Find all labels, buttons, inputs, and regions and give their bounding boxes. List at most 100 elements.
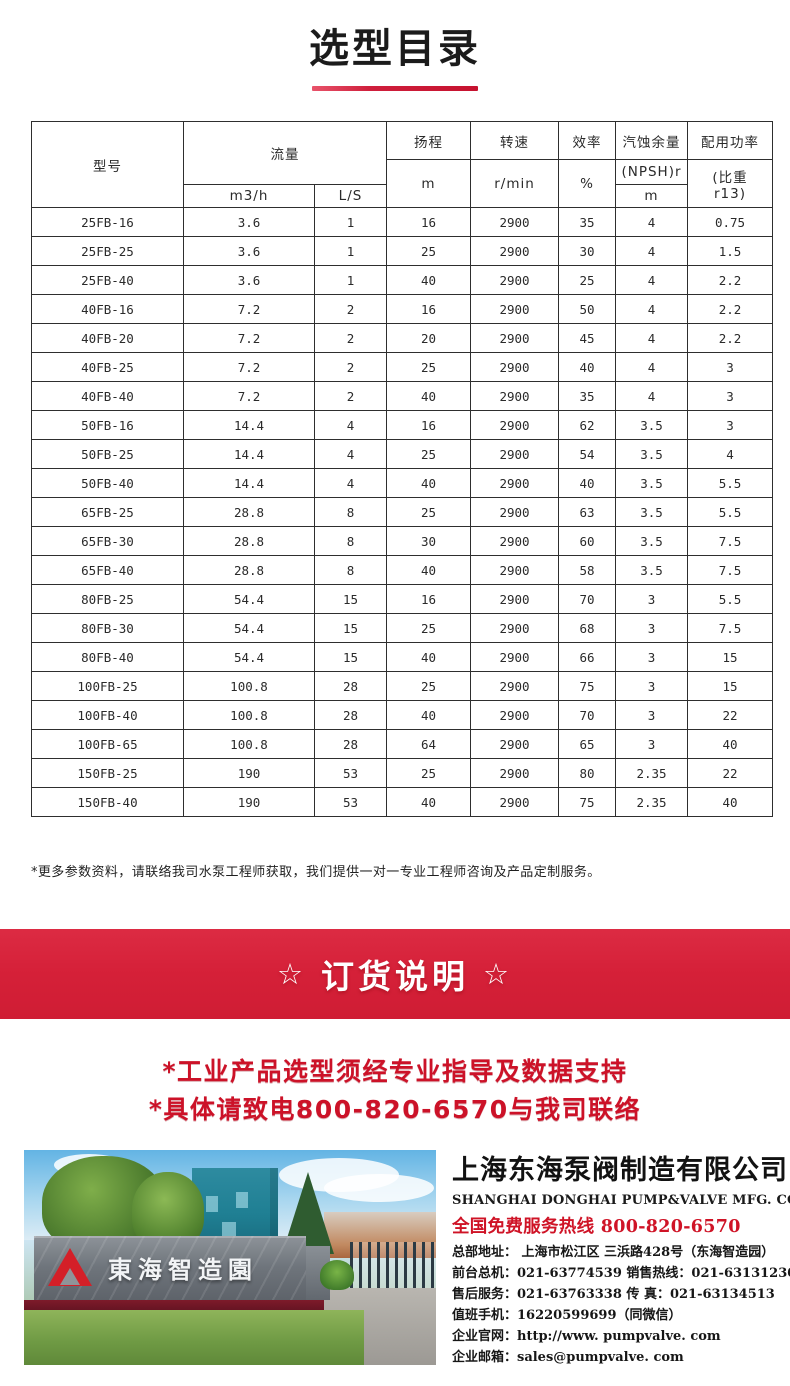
cell-efficiency: 80 (558, 758, 616, 788)
cell-efficiency: 75 (558, 671, 616, 701)
col-unit-speed: r/min (470, 159, 559, 208)
cell-model: 40FB-20 (31, 323, 184, 353)
window-icon (206, 1196, 218, 1212)
cell-power: 40 (687, 787, 773, 817)
cell-npsh: 4 (615, 381, 688, 411)
cell-flow-m3h: 28.8 (183, 497, 315, 527)
cell-power: 40 (687, 729, 773, 759)
contact-line: 企业官网：http://www. pumpvalve. com (452, 1329, 721, 1345)
cell-efficiency: 60 (558, 526, 616, 556)
cell-model: 80FB-25 (31, 584, 184, 614)
window-icon (222, 1222, 236, 1236)
contact-line: 值班手机：16220599699（同微信） (452, 1308, 682, 1324)
table-row: 65FB-30 28.8 8 30 2900 60 3.5 7.5 (31, 526, 773, 556)
table-row: 80FB-40 54.4 15 40 2900 66 3 15 (31, 642, 773, 672)
cell-flow-ls: 8 (314, 526, 387, 556)
cell-power: 5.5 (687, 584, 773, 614)
cell-model: 25FB-40 (31, 265, 184, 295)
cell-power: 5.5 (687, 468, 773, 498)
cell-efficiency: 30 (558, 236, 616, 266)
cell-flow-ls: 15 (314, 613, 387, 643)
cell-head: 64 (386, 729, 471, 759)
cell-efficiency: 54 (558, 439, 616, 469)
cell-model: 80FB-40 (31, 642, 184, 672)
table-row: 100FB-25 100.8 28 25 2900 75 3 15 (31, 671, 773, 701)
cell-power: 15 (687, 671, 773, 701)
col-header-flow: 流量 (183, 121, 387, 185)
cell-flow-m3h: 190 (183, 758, 315, 788)
cell-head: 16 (386, 584, 471, 614)
cell-head: 40 (386, 381, 471, 411)
cell-model: 40FB-40 (31, 381, 184, 411)
col-header-head: 扬程 (386, 121, 471, 160)
cell-power: 5.5 (687, 497, 773, 527)
order-notice-banner: ☆ 订货说明 ☆ (0, 929, 790, 1019)
cell-npsh: 3.5 (615, 555, 688, 585)
cell-head: 20 (386, 323, 471, 353)
cell-efficiency: 40 (558, 468, 616, 498)
col-subheader-power: (比重 r13) (687, 159, 773, 208)
cell-model: 50FB-25 (31, 439, 184, 469)
cell-npsh: 3.5 (615, 497, 688, 527)
cell-efficiency: 68 (558, 613, 616, 643)
cell-power: 0.75 (687, 207, 773, 237)
cell-flow-m3h: 54.4 (183, 584, 315, 614)
cell-flow-m3h: 54.4 (183, 642, 315, 672)
cell-npsh: 4 (615, 294, 688, 324)
contact-line: 售后服务：021-63763338 传 真：021-63134513 (452, 1287, 775, 1303)
cell-flow-m3h: 54.4 (183, 613, 315, 643)
power-sub-line2: r13) (714, 185, 746, 202)
cell-efficiency: 70 (558, 584, 616, 614)
cell-npsh: 2.35 (615, 758, 688, 788)
company-hotline: 全国免费服务热线 800-820-6570 (452, 1217, 741, 1238)
table-row: 150FB-40 190 53 40 2900 75 2.35 40 (31, 787, 773, 817)
order-note-line-2: *具体请致电800-820-6570与我司联络 (148, 1094, 642, 1124)
cell-speed: 2900 (470, 671, 559, 701)
cell-power: 7.5 (687, 526, 773, 556)
cell-flow-m3h: 28.8 (183, 555, 315, 585)
cell-npsh: 3 (615, 671, 688, 701)
cell-flow-ls: 2 (314, 381, 387, 411)
cell-head: 40 (386, 787, 471, 817)
cell-head: 25 (386, 671, 471, 701)
cell-speed: 2900 (470, 642, 559, 672)
cell-model: 65FB-40 (31, 555, 184, 585)
table-row: 25FB-16 3.6 1 16 2900 35 4 0.75 (31, 207, 773, 237)
cell-npsh: 3 (615, 584, 688, 614)
page-title: 选型目录 (309, 26, 481, 72)
cell-npsh: 3 (615, 613, 688, 643)
col-unit-head: m (386, 159, 471, 208)
cell-head: 25 (386, 497, 471, 527)
cell-efficiency: 45 (558, 323, 616, 353)
cell-npsh: 4 (615, 352, 688, 382)
cell-efficiency: 63 (558, 497, 616, 527)
cell-flow-ls: 8 (314, 497, 387, 527)
cell-speed: 2900 (470, 613, 559, 643)
table-row: 25FB-25 3.6 1 25 2900 30 4 1.5 (31, 236, 773, 266)
cell-flow-ls: 15 (314, 642, 387, 672)
footer: 東海智造園 上海东海泵阀制造有限公司 SHANGHAI DONGHAI PUMP… (0, 1150, 790, 1369)
cell-flow-ls: 2 (314, 294, 387, 324)
cell-power: 3 (687, 410, 773, 440)
cell-flow-m3h: 3.6 (183, 207, 315, 237)
cell-head: 16 (386, 207, 471, 237)
cell-speed: 2900 (470, 700, 559, 730)
photo-fence (350, 1242, 436, 1288)
cell-speed: 2900 (470, 729, 559, 759)
cell-speed: 2900 (470, 236, 559, 266)
cell-head: 25 (386, 758, 471, 788)
cloud-icon (324, 1174, 434, 1202)
window-icon (236, 1192, 248, 1208)
cell-flow-ls: 4 (314, 439, 387, 469)
cell-speed: 2900 (470, 497, 559, 527)
table-row: 25FB-40 3.6 1 40 2900 25 4 2.2 (31, 265, 773, 295)
cell-model: 100FB-40 (31, 700, 184, 730)
cell-speed: 2900 (470, 758, 559, 788)
cell-flow-m3h: 14.4 (183, 410, 315, 440)
cell-flow-ls: 4 (314, 468, 387, 498)
cell-npsh: 3 (615, 700, 688, 730)
cell-speed: 2900 (470, 265, 559, 295)
factory-entrance-photo: 東海智造園 (24, 1150, 436, 1365)
cell-flow-m3h: 100.8 (183, 729, 315, 759)
cell-efficiency: 62 (558, 410, 616, 440)
